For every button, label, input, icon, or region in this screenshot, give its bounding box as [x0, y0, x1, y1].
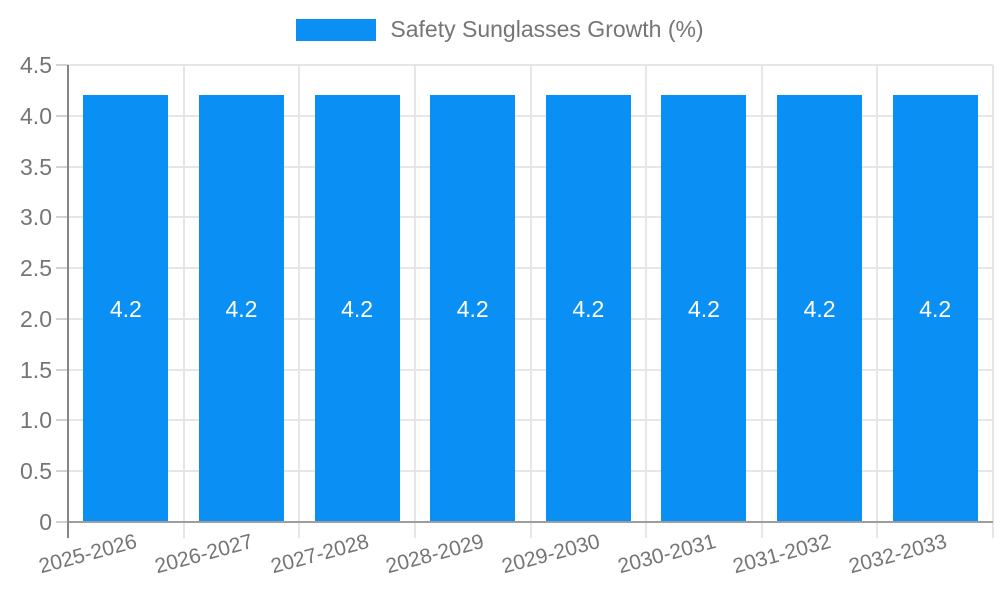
x-tick-label-text: 2029-2030 — [499, 530, 603, 579]
legend-swatch — [296, 18, 377, 41]
x-tick-label-text: 2032-2033 — [846, 530, 950, 579]
bar-value-label: 4.2 — [803, 295, 836, 322]
y-tick-label: 3.5 — [20, 153, 52, 180]
y-tick-mark — [56, 64, 68, 66]
gridline-vertical — [529, 65, 532, 538]
y-tick-mark — [56, 114, 68, 117]
gridline-vertical — [645, 65, 648, 538]
gridline-vertical — [876, 65, 879, 538]
bar[interactable] — [661, 95, 747, 522]
bar-value-label: 4.2 — [341, 295, 374, 322]
gridline-vertical — [992, 65, 994, 538]
y-tick-label: 4.5 — [20, 52, 52, 78]
gridline-vertical — [298, 65, 301, 538]
bar[interactable] — [545, 95, 631, 522]
x-tick-label-text: 2031-2032 — [730, 530, 834, 579]
x-tick-label-text: 2030-2031 — [614, 530, 718, 579]
x-tick-label-text: 2028-2029 — [383, 530, 487, 579]
bar-value-label: 4.2 — [919, 295, 952, 322]
y-tick-mark — [56, 165, 68, 168]
y-axis-line — [67, 65, 69, 538]
bar-value-label: 4.2 — [687, 295, 720, 322]
y-tick-mark — [56, 216, 68, 219]
bar[interactable] — [430, 95, 516, 522]
bar[interactable] — [892, 95, 978, 522]
bar[interactable] — [777, 95, 863, 522]
y-tick-mark — [56, 470, 68, 473]
y-tick-mark — [56, 267, 68, 270]
y-tick-mark — [56, 368, 68, 371]
plot-area: 0 0.5 1.0 1.5 2.0 2.5 3.0 3.5 4.0 4.5 4.2 4.2 4.2 4.2… — [20, 52, 994, 578]
y-tick-label: 1.0 — [20, 407, 52, 434]
y-tick-mark — [56, 419, 68, 422]
y-tick-label: 2.5 — [20, 255, 52, 282]
bar-value-label: 4.2 — [456, 295, 489, 322]
bar[interactable] — [198, 95, 284, 522]
bar-value-label: 4.2 — [225, 295, 258, 322]
gridline-vertical — [760, 65, 763, 538]
legend-label: Safety Sunglasses Growth (%) — [390, 16, 704, 42]
chart-legend[interactable]: Safety Sunglasses Growth (%) — [0, 16, 1000, 43]
y-tick-mark — [56, 521, 68, 523]
y-tick-mark — [56, 317, 68, 320]
bar[interactable] — [314, 95, 400, 522]
y-tick-label: 0 — [39, 509, 52, 535]
x-tick-label-text: 2025-2026 — [36, 530, 140, 579]
bar-value-label: 4.2 — [572, 295, 605, 322]
gridline-vertical — [413, 65, 416, 538]
y-tick-label: 0.5 — [20, 458, 52, 485]
x-axis-line — [68, 521, 993, 523]
bar[interactable] — [83, 95, 169, 522]
y-tick-label: 2.0 — [20, 305, 52, 332]
y-tick-label: 3.0 — [20, 204, 52, 231]
y-tick-label: 1.5 — [20, 356, 52, 383]
x-tick-label-text: 2026-2027 — [152, 530, 256, 579]
y-tick-label: 4.0 — [20, 102, 52, 129]
bar-value-label: 4.2 — [109, 295, 142, 322]
gridline-vertical — [182, 65, 185, 538]
x-tick-label-text: 2027-2028 — [268, 530, 372, 579]
